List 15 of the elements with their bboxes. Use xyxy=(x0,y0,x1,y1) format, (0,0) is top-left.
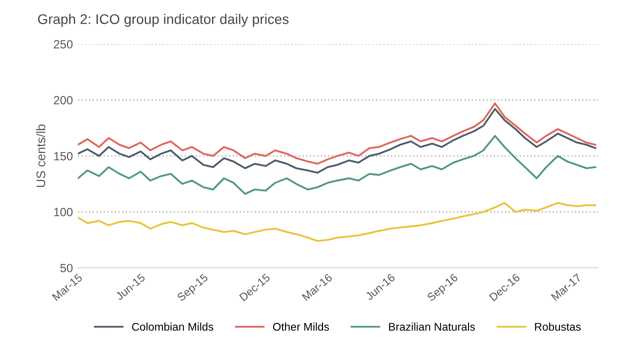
legend-label: Brazilian Naturals xyxy=(389,322,475,331)
y-tick-label: 250 xyxy=(54,40,73,48)
legend-label: Colombian Milds xyxy=(132,322,214,331)
line-series xyxy=(78,134,596,195)
y-tick-label: 200 xyxy=(54,96,73,104)
line-series xyxy=(78,108,596,174)
line-series xyxy=(78,202,596,242)
y-axis-title: US cents/lb xyxy=(36,124,46,187)
y-tick-label: 50 xyxy=(60,264,73,272)
y-tick-label: 100 xyxy=(54,208,73,216)
line-series xyxy=(78,102,596,165)
y-tick-label: 150 xyxy=(54,152,73,160)
chart-title: Graph 2: ICO group indicator daily prices xyxy=(38,14,289,27)
legend-label: Other Milds xyxy=(273,322,329,331)
legend-label: Robustas xyxy=(535,322,581,331)
